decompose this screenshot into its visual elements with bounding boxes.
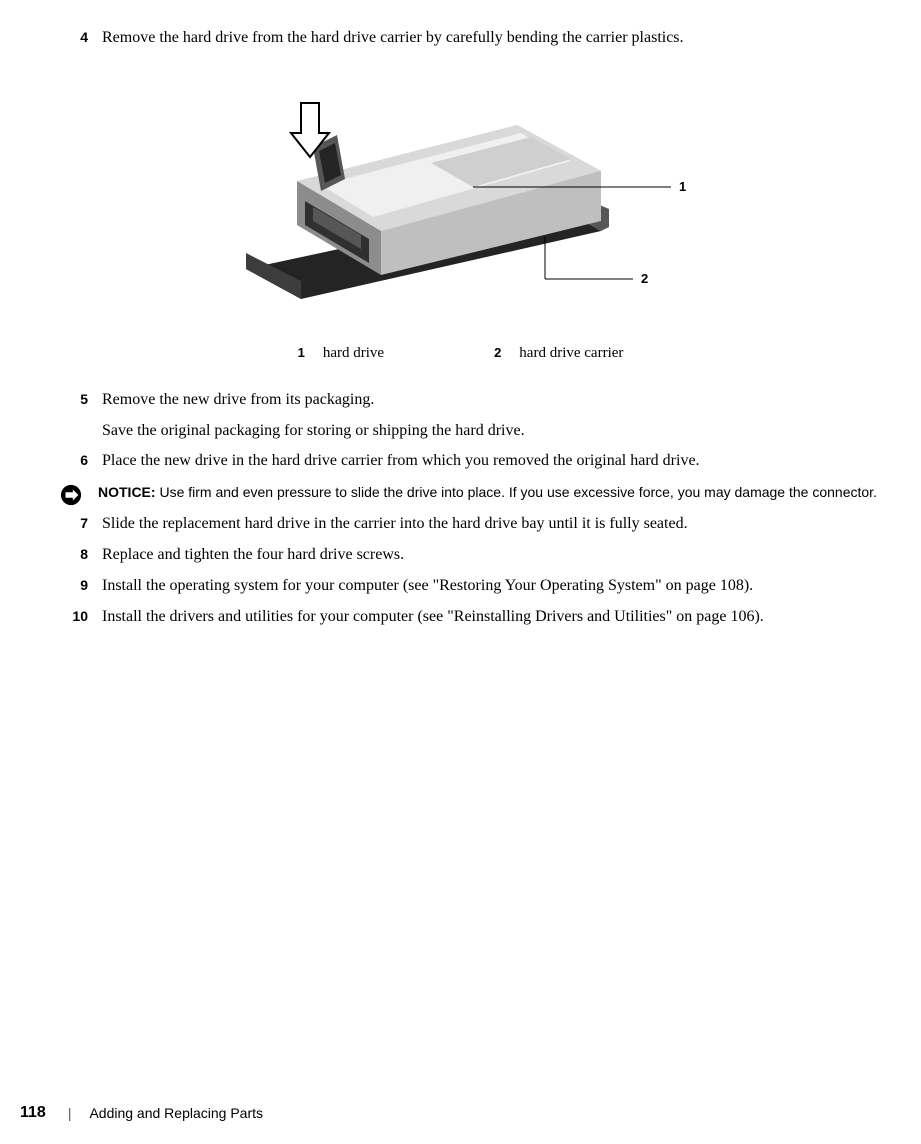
step-6: 6 Place the new drive in the hard drive …	[20, 449, 901, 474]
figure-legend: 1 hard drive 2 hard drive carrier	[20, 345, 901, 362]
step-number: 5	[60, 388, 88, 410]
step-8: 8 Replace and tighten the four hard driv…	[20, 543, 901, 568]
page-number: 118	[20, 1104, 46, 1122]
notice-label: NOTICE:	[98, 484, 156, 500]
step-text: Slide the replacement hard drive in the …	[102, 512, 901, 537]
notice-text: NOTICE: Use firm and even pressure to sl…	[98, 482, 901, 502]
footer-section-title: Adding and Replacing Parts	[89, 1105, 263, 1121]
step-10: 10 Install the drivers and utilities for…	[20, 605, 901, 630]
step-4: 4 Remove the hard drive from the hard dr…	[20, 26, 901, 51]
step-number: 9	[60, 574, 88, 596]
page-footer: 118 | Adding and Replacing Parts	[20, 1104, 263, 1122]
legend-item-2: 2 hard drive carrier	[494, 345, 623, 362]
callout-2-number: 2	[641, 271, 648, 286]
legend-label: hard drive carrier	[519, 345, 623, 362]
legend-num: 1	[298, 345, 305, 360]
step-number: 7	[60, 512, 88, 534]
step-text: Place the new drive in the hard drive ca…	[102, 449, 901, 474]
step-text: Replace and tighten the four hard drive …	[102, 543, 901, 568]
step-9: 9 Install the operating system for your …	[20, 574, 901, 599]
step-text: Install the operating system for your co…	[102, 574, 901, 599]
step-text: Remove the new drive from its packaging.	[102, 388, 901, 413]
step-subtext: Save the original packaging for storing …	[102, 419, 901, 444]
legend-num: 2	[494, 345, 501, 360]
step-7: 7 Slide the replacement hard drive in th…	[20, 512, 901, 537]
step-text: Remove the hard drive from the hard driv…	[102, 26, 901, 51]
step-5: 5 Remove the new drive from its packagin…	[20, 388, 901, 444]
footer-separator: |	[68, 1105, 72, 1121]
legend-label: hard drive	[323, 345, 384, 362]
callout-1-number: 1	[679, 179, 686, 194]
legend-item-1: 1 hard drive	[298, 345, 384, 362]
step-text: Install the drivers and utilities for yo…	[102, 605, 901, 630]
step-number: 8	[60, 543, 88, 565]
step-number: 10	[60, 605, 88, 627]
step-number: 4	[60, 26, 88, 48]
step-number: 6	[60, 449, 88, 471]
hard-drive-illustration-svg: 1 2	[201, 71, 721, 331]
hard-drive-figure: 1 2	[201, 71, 721, 331]
notice-body: Use firm and even pressure to slide the …	[156, 484, 877, 500]
notice: NOTICE: Use firm and even pressure to sl…	[20, 482, 901, 506]
notice-arrow-icon	[60, 484, 82, 506]
